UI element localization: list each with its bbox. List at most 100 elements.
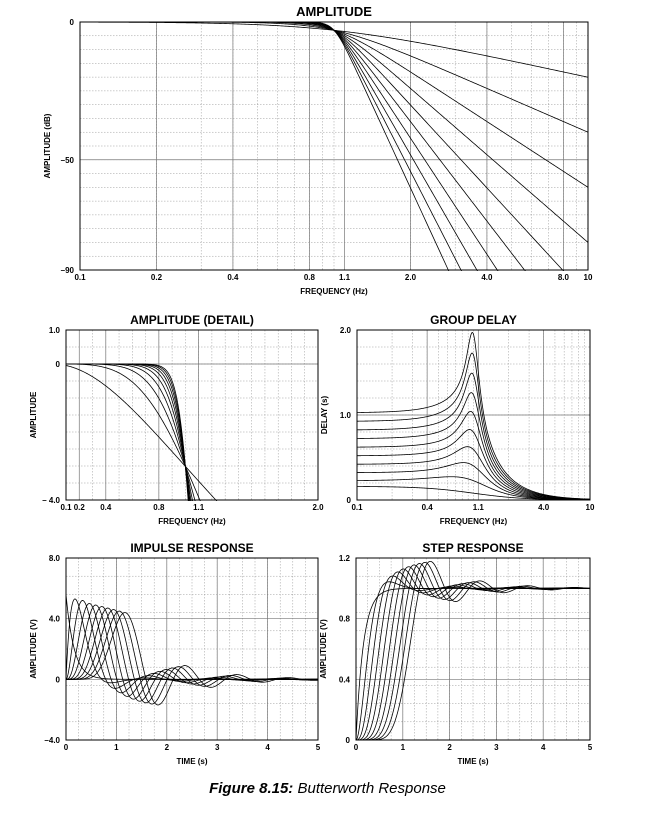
impulse_response-title: IMPULSE RESPONSE [130, 541, 253, 555]
impulse_response-series [66, 594, 318, 706]
step_response-xlabel: TIME (s) [457, 757, 488, 766]
step_response-xtick-label: 4 [541, 743, 546, 752]
step_response-xtick-label: 0 [354, 743, 359, 752]
impulse_response-line-order-9 [66, 610, 318, 705]
group_delay-xtick-label: 4.0 [538, 503, 550, 512]
group_delay-frame [356, 329, 591, 501]
step_response-ylabel: AMPLITUDE (V) [319, 619, 328, 679]
group_delay-xlabel: FREQUENCY (Hz) [440, 517, 508, 526]
group_delay-xtick-label: 0.4 [422, 503, 434, 512]
step_response-xtick-label: 3 [494, 743, 499, 752]
amplitude-chart: 0.1 0.2 0.4 0.8 1.1 2.0 4.0 8.0 10 0 –50 –90 AMPLITU… [43, 4, 593, 296]
group_delay-line-order-5 [357, 429, 590, 500]
amplitude-detail-chart: 0.1 0.2 0.4 0.8 1.1 2.0 1.0 0 – 4.0 AMPLITUDE (DE… [29, 313, 324, 526]
step_response-line-order-9 [356, 561, 590, 741]
group_delay-series [357, 332, 590, 501]
impulse_response-xtick-label: 2 [165, 743, 170, 752]
impulse-response-chart: 0 1 2 3 4 5 8.0 4.0 0 –4.0 IMPULSE RESPONSE TIME (s… [29, 541, 321, 766]
amplitude-xtick-label: 8.0 [558, 273, 570, 282]
step-response-chart: 0 1 2 3 4 5 1.2 0.8 0.4 0 STEP RESPONSE TIME (s) AMP… [319, 541, 593, 766]
amplitude_detail-ytick-label: 1.0 [49, 326, 61, 335]
amplitude-xtick-label: 0.2 [151, 273, 163, 282]
amplitude_detail-title: AMPLITUDE (DETAIL) [130, 313, 254, 327]
amplitude-ytick-label: 0 [70, 18, 75, 27]
step_response-title: STEP RESPONSE [422, 541, 523, 555]
step_response-xtick-label: 1 [401, 743, 406, 752]
amplitude-line-order-10 [80, 21, 450, 271]
step_response-line-order-10 [356, 560, 590, 741]
step_response-xtick-label: 5 [588, 743, 593, 752]
group_delay-line-order-10 [357, 332, 590, 500]
impulse_response-ytick-label: –4.0 [44, 736, 60, 745]
group_delay-title: GROUP DELAY [430, 313, 517, 327]
amplitude-title: AMPLITUDE [296, 4, 372, 19]
group_delay-line-order-6 [357, 411, 590, 500]
impulse_response-ylabel: AMPLITUDE (V) [29, 619, 38, 679]
group_delay-xtick-label: 1.1 [473, 503, 485, 512]
amplitude_detail-xtick-label: 0.1 [60, 503, 72, 512]
step_response-series [356, 560, 590, 741]
amplitude-xtick-label: 4.0 [481, 273, 493, 282]
group_delay-ytick-label: 2.0 [340, 326, 352, 335]
amplitude_detail-xlabel: FREQUENCY (Hz) [158, 517, 226, 526]
figure-caption: Figure 8.15: Butterworth Response [0, 780, 655, 797]
group_delay-line-order-4 [357, 446, 590, 501]
impulse_response-xtick-label: 0 [64, 743, 69, 752]
amplitude_detail-xtick-label: 2.0 [312, 503, 324, 512]
amplitude_detail-xtick-label: 0.2 [74, 503, 86, 512]
amplitude_detail-line-order-1 [66, 365, 218, 501]
amplitude_detail-ylabel: AMPLITUDE [29, 391, 38, 438]
amplitude_detail-xtick-label: 0.4 [100, 503, 112, 512]
butterworth-figure: 0.1 0.2 0.4 0.8 1.1 2.0 4.0 8.0 100–50–90AMPLITU… [29, 4, 595, 766]
impulse_response-line-order-10 [66, 612, 318, 706]
impulse_response-ytick-label: 4.0 [49, 615, 61, 624]
amplitude-xlabel: FREQUENCY (Hz) [300, 287, 368, 296]
amplitude-xtick-label: 0.8 [304, 273, 316, 282]
amplitude-ytick-label: –50 [61, 156, 75, 165]
amplitude_detail-line-order-10 [66, 363, 189, 501]
step_response-ytick-label: 0.8 [339, 615, 351, 624]
amplitude-xtick-label: 0.1 [74, 273, 86, 282]
impulse_response-xtick-label: 1 [114, 743, 119, 752]
impulse_response-ytick-label: 0 [56, 675, 61, 684]
step_response-xtick-label: 2 [447, 743, 452, 752]
group-delay-chart: 0.1 0.4 1.1 4.0 10 2.0 1.0 0 GROUP DELAY FREQUENC… [320, 313, 595, 526]
group_delay-line-order-9 [357, 352, 590, 500]
amplitude-ytick-label: –90 [61, 266, 75, 275]
amplitude_detail-line-order-2 [66, 363, 201, 501]
impulse_response-xtick-label: 4 [265, 743, 270, 752]
impulse_response-ytick-label: 8.0 [49, 554, 61, 563]
amplitude-series [80, 21, 588, 271]
group_delay-xtick-label: 0.1 [351, 503, 363, 512]
group_delay-ylabel: DELAY (s) [320, 396, 329, 435]
amplitude_detail-grid [66, 330, 318, 500]
group_delay-xtick-label: 10 [586, 503, 595, 512]
amplitude-ylabel: AMPLITUDE (dB) [43, 113, 52, 178]
caption-label: Figure 8.15: [209, 780, 294, 797]
step_response-frame [355, 557, 591, 741]
step_response-ytick-label: 0 [346, 736, 351, 745]
impulse_response-xtick-label: 3 [215, 743, 220, 752]
step_response-grid [356, 558, 590, 740]
amplitude-frame [79, 21, 589, 271]
amplitude-xtick-label: 0.4 [227, 273, 239, 282]
impulse_response-grid [66, 558, 318, 740]
amplitude-xtick-label: 1.1 [339, 273, 351, 282]
impulse_response-frame [65, 557, 319, 741]
step_response-ytick-label: 1.2 [339, 554, 351, 563]
amplitude_detail-ytick-label: 0 [56, 360, 61, 369]
amplitude_detail-line-order-3 [66, 363, 196, 501]
caption-text: Butterworth Response [297, 780, 446, 797]
group_delay-ytick-label: 0 [347, 496, 352, 505]
step_response-ytick-label: 0.4 [339, 675, 351, 684]
amplitude-xtick-label: 2.0 [405, 273, 417, 282]
impulse_response-xtick-label: 5 [316, 743, 321, 752]
amplitude_detail-xtick-label: 1.1 [193, 503, 205, 512]
amplitude_detail-ytick-label: – 4.0 [42, 496, 60, 505]
amplitude_detail-series [66, 363, 218, 501]
impulse_response-xlabel: TIME (s) [176, 757, 207, 766]
amplitude_detail-xtick-label: 0.8 [153, 503, 165, 512]
amplitude-xtick-label: 10 [584, 273, 593, 282]
group_delay-ytick-label: 1.0 [340, 411, 352, 420]
impulse_response-line-order-7 [66, 607, 318, 702]
